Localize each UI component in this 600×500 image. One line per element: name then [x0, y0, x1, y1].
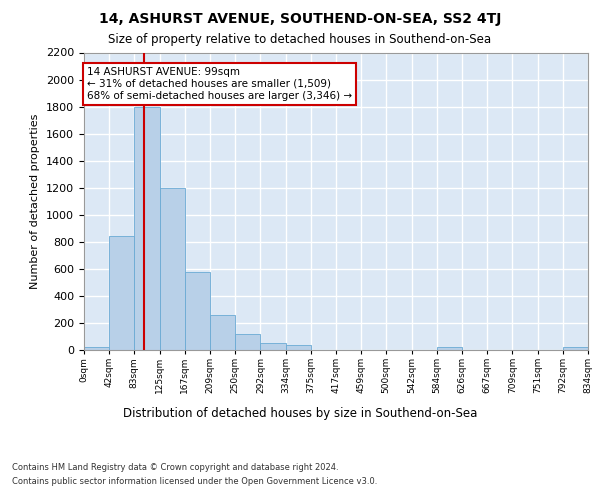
Bar	[437, 348, 463, 350]
Text: Distribution of detached houses by size in Southend-on-Sea: Distribution of detached houses by size …	[123, 408, 477, 420]
Bar	[134, 106, 160, 350]
Bar	[185, 272, 211, 350]
Text: Size of property relative to detached houses in Southend-on-Sea: Size of property relative to detached ho…	[109, 32, 491, 46]
Text: 14, ASHURST AVENUE, SOUTHEND-ON-SEA, SS2 4TJ: 14, ASHURST AVENUE, SOUTHEND-ON-SEA, SS2…	[99, 12, 501, 26]
Bar	[563, 346, 588, 350]
Text: 14 ASHURST AVENUE: 99sqm
← 31% of detached houses are smaller (1,509)
68% of sem: 14 ASHURST AVENUE: 99sqm ← 31% of detach…	[87, 68, 352, 100]
Text: Contains public sector information licensed under the Open Government Licence v3: Contains public sector information licen…	[12, 478, 377, 486]
Bar	[235, 334, 260, 350]
Bar	[260, 343, 286, 350]
Text: Contains HM Land Registry data © Crown copyright and database right 2024.: Contains HM Land Registry data © Crown c…	[12, 462, 338, 471]
Y-axis label: Number of detached properties: Number of detached properties	[31, 114, 40, 289]
Bar	[286, 346, 311, 350]
Bar	[109, 236, 134, 350]
Bar	[84, 346, 109, 350]
Bar	[160, 188, 185, 350]
Bar	[211, 315, 235, 350]
